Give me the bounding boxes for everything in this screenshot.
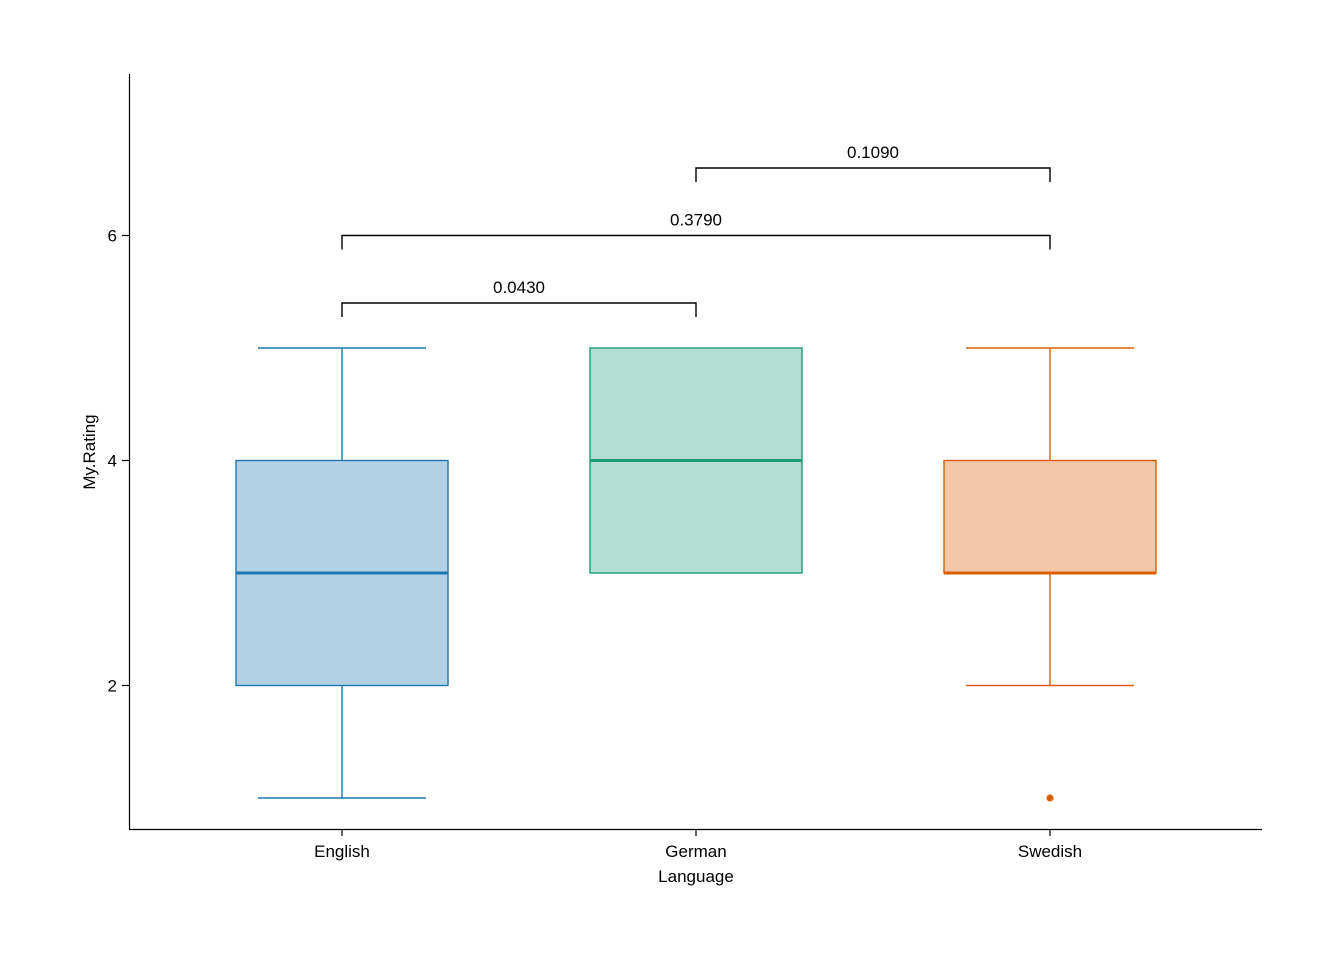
- y-tick-label: 6: [108, 227, 117, 246]
- x-tick-label: Swedish: [1018, 842, 1082, 861]
- y-axis-ticks: 2 4 6: [108, 227, 129, 696]
- box-english: [235, 347, 449, 799]
- box-iqr: [943, 459, 1157, 574]
- box-german: [589, 347, 803, 574]
- p-value-label: 0.3790: [670, 211, 722, 230]
- x-tick-label: German: [665, 842, 726, 861]
- p-value-label: 0.0430: [493, 278, 545, 297]
- x-axis-ticks: English German Swedish: [314, 829, 1082, 861]
- x-tick-label: English: [314, 842, 370, 861]
- comparison-bracket: 0.3790: [341, 211, 1051, 250]
- bracket-line: [341, 234, 1051, 250]
- bracket-line: [341, 302, 697, 317]
- x-axis-label: Language: [658, 867, 734, 886]
- comparison-bracket: 0.1090: [695, 143, 1051, 182]
- y-axis-label: My.Rating: [80, 414, 99, 489]
- outlier-point: [1046, 794, 1054, 802]
- bracket-line: [695, 167, 1051, 182]
- y-tick-label: 2: [108, 677, 117, 696]
- box-swedish: [943, 347, 1157, 802]
- plot-area: 0.0430 0.3790 0.1090: [235, 143, 1157, 802]
- y-tick-label: 4: [108, 452, 117, 471]
- p-value-label: 0.1090: [847, 143, 899, 162]
- comparison-bracket: 0.0430: [341, 278, 697, 317]
